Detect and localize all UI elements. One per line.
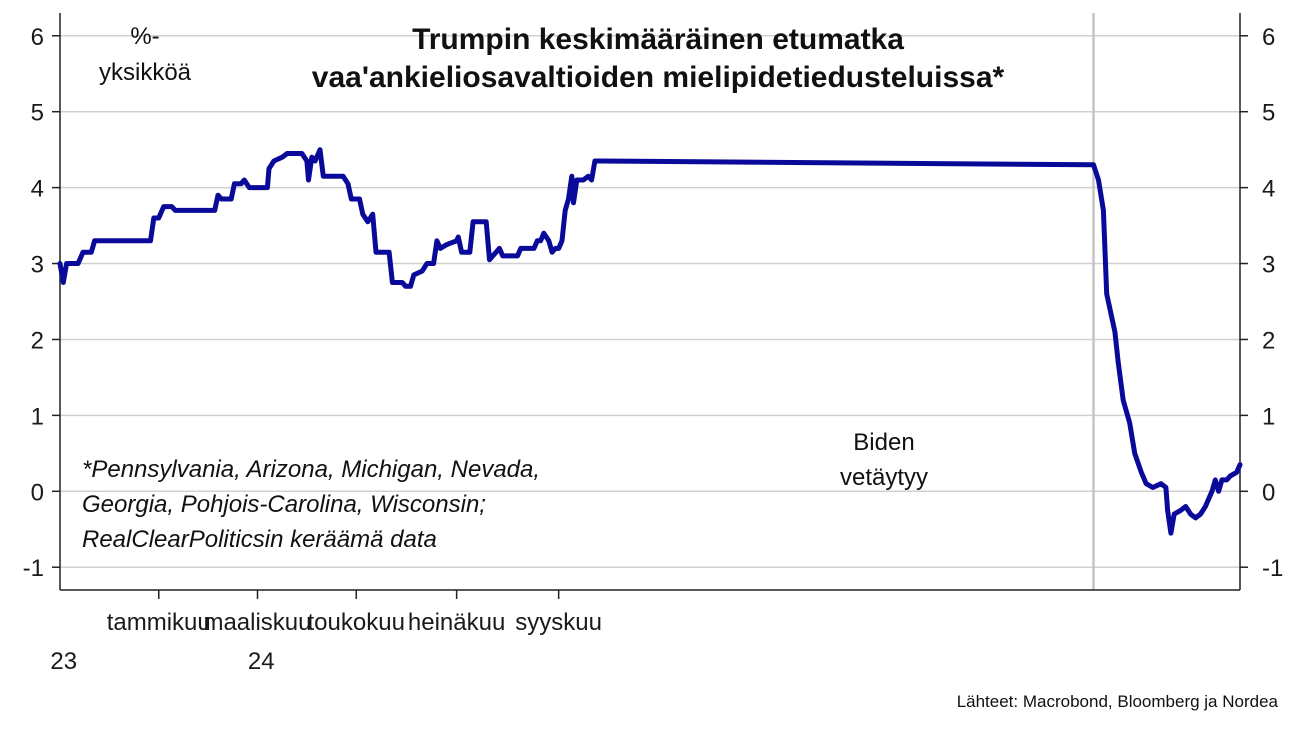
y-tick-label-left: 6 (31, 24, 44, 51)
y-axis-left: -1 0 1 2 3 4 5 6 (23, 24, 60, 582)
y-tick-label-right: 4 (1262, 176, 1275, 203)
y-tick-label-right: -1 (1262, 555, 1283, 582)
x-year-label: 24 (248, 648, 275, 675)
y-tick-label-left: 0 (31, 479, 44, 506)
series-line (57, 147, 1243, 536)
y-tick-label-right: 0 (1262, 479, 1275, 506)
y-tick-label-left: 1 (31, 403, 44, 430)
y-tick-label-left: 2 (31, 327, 44, 354)
x-tick-label: heinäkuu (408, 609, 505, 636)
source-note: Lähteet: Macrobond, Bloomberg ja Nordea (957, 692, 1279, 711)
x-tick-label: tammikuu (107, 609, 211, 636)
gridlines (60, 35, 1240, 568)
y-axis-unit-line-1: %- (130, 23, 159, 50)
y-tick-label-right: 2 (1262, 327, 1275, 354)
y-tick-label-left: -1 (23, 555, 44, 582)
x-year-label: 23 (50, 648, 77, 675)
x-tick-label: maaliskuu (203, 609, 311, 636)
y-tick-label-left: 4 (31, 176, 44, 203)
event-label-line-1: Biden (853, 429, 914, 456)
y-tick-label-left: 5 (31, 100, 44, 127)
event-label-line-2: vetäytyy (840, 464, 928, 491)
x-tick-label: syyskuu (515, 609, 602, 636)
x-tick-label: toukokuu (308, 609, 405, 636)
y-tick-label-right: 1 (1262, 403, 1275, 430)
footnote-line-2: Georgia, Pohjois-Carolina, Wisconsin; (82, 491, 486, 518)
y-axis-right: -1 0 1 2 3 4 5 6 (1240, 24, 1283, 582)
y-tick-label-left: 3 (31, 252, 44, 279)
chart-title-line-2: vaa'ankieliosavaltioiden mielipidetiedus… (312, 61, 1005, 94)
y-tick-label-right: 3 (1262, 252, 1275, 279)
y-axis-unit-line-2: yksikköä (99, 59, 192, 86)
chart-title-line-1: Trumpin keskimääräinen etumatka (412, 23, 904, 56)
plot-frame (59, 13, 1241, 591)
y-tick-label-right: 6 (1262, 24, 1275, 51)
footnote-line-1: *Pennsylvania, Arizona, Michigan, Nevada… (82, 456, 540, 483)
y-tick-label-right: 5 (1262, 100, 1275, 127)
footnote-line-3: RealClearPoliticsin keräämä data (82, 526, 437, 553)
